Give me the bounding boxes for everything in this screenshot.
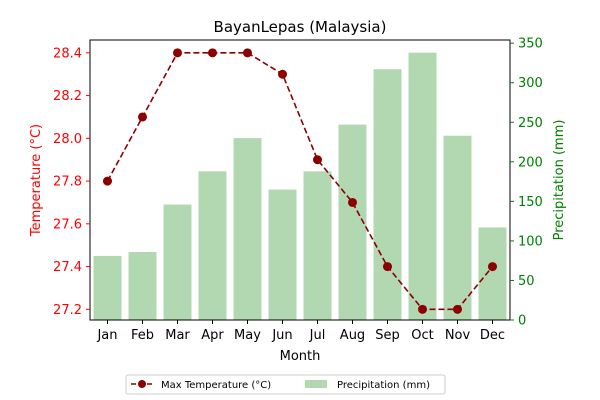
temperature-point-oct	[418, 304, 427, 314]
precipitation-bar-nov	[443, 135, 472, 320]
x-tick-label: Nov	[445, 328, 471, 343]
precipitation-bar-jun	[268, 189, 297, 320]
left-tick-label: 27.6	[53, 217, 82, 232]
right-axis-title: Precipitation (mm)	[552, 120, 567, 241]
x-tick-label: Dec	[480, 328, 505, 343]
temperature-point-jun	[278, 69, 287, 79]
x-axis-title: Month	[280, 349, 321, 364]
legend: Max Temperature (°C) Precipitation (mm)	[125, 374, 446, 395]
x-tick-label: Apr	[201, 328, 224, 343]
left-tick-label: 28.2	[53, 89, 82, 104]
precipitation-bar-apr	[198, 171, 227, 320]
legend-bar-swatch	[305, 380, 327, 388]
temperature-point-may	[243, 48, 252, 58]
left-tick-label: 27.4	[53, 260, 82, 275]
x-tick-label: Oct	[411, 328, 433, 343]
chart-title: BayanLepas (Malaysia)	[214, 18, 387, 36]
right-tick-label: 150	[518, 195, 543, 210]
left-tick-label: 28.4	[53, 46, 82, 61]
precipitation-bars	[93, 52, 507, 321]
right-tick-label: 300	[518, 76, 543, 91]
temperature-point-apr	[208, 48, 217, 58]
left-tick-label: 28.0	[53, 132, 82, 147]
precipitation-bar-mar	[163, 204, 192, 320]
left-tick-label: 27.2	[53, 303, 82, 318]
precipitation-bar-sep	[373, 69, 402, 320]
precipitation-bar-dec	[478, 227, 507, 320]
x-tick-label: Jun	[271, 328, 292, 343]
right-tick-label: 250	[518, 116, 543, 131]
right-tick-label: 100	[518, 234, 543, 249]
legend-temperature-label: Max Temperature (°C)	[161, 380, 271, 391]
precipitation-bar-aug	[338, 124, 367, 320]
x-tick-label: May	[234, 328, 261, 343]
left-axis-title: Temperature (°C)	[29, 124, 44, 237]
x-tick-label: Feb	[131, 328, 154, 343]
x-tick-label: Sep	[375, 328, 400, 343]
temperature-point-jan	[103, 176, 112, 186]
left-tick-label: 27.8	[53, 175, 82, 190]
precipitation-bar-feb	[128, 251, 157, 320]
legend-precipitation-label: Precipitation (mm)	[337, 380, 430, 391]
x-tick-label: Mar	[165, 328, 190, 343]
temperature-point-mar	[173, 48, 182, 58]
temperature-point-jul	[313, 155, 322, 165]
right-tick-label: 200	[518, 155, 543, 170]
temperature-point-nov	[453, 304, 462, 314]
temperature-point-sep	[383, 262, 392, 272]
x-tick-label: Aug	[340, 328, 365, 343]
temperature-point-feb	[138, 112, 147, 122]
precipitation-bar-may	[233, 138, 262, 320]
legend-box	[125, 374, 446, 395]
temperature-point-dec	[488, 262, 497, 272]
right-tick-label: 50	[518, 274, 535, 289]
legend-line-marker	[138, 380, 146, 388]
plot-frame	[89, 39, 511, 321]
x-tick-label: Jul	[309, 328, 326, 343]
right-tick-label: 0	[518, 314, 526, 329]
precipitation-bar-oct	[408, 52, 437, 321]
temperature-line-series	[103, 48, 497, 314]
axes: Jan Feb Mar Apr May Jun Jul Aug Sep Oct Nov Dec 27.2…	[53, 37, 543, 343]
precipitation-bar-jan	[93, 255, 122, 320]
precipitation-bar-jul	[303, 171, 332, 320]
temperature-point-aug	[348, 197, 357, 207]
right-tick-label: 350	[518, 37, 543, 52]
x-tick-label: Jan	[96, 328, 117, 343]
